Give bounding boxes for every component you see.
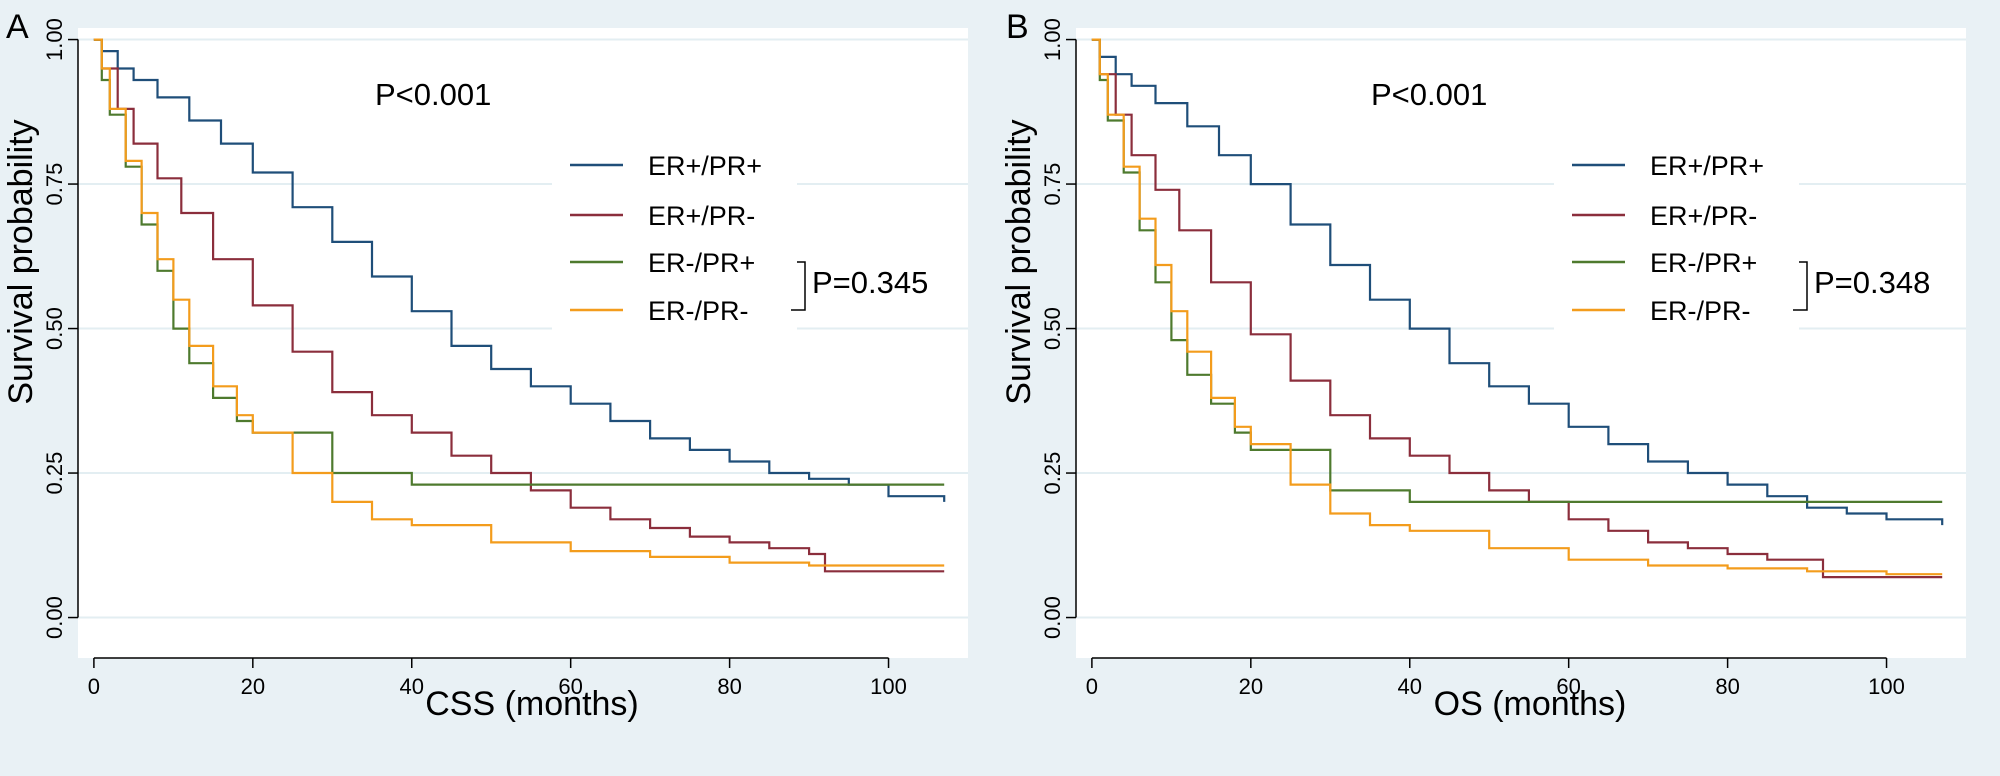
plot-area	[78, 28, 968, 658]
p-value-overall: P<0.001	[375, 77, 491, 112]
y-tick-label: 1.00	[1040, 18, 1065, 61]
legend-box	[552, 140, 797, 335]
legend-label: ER+/PR-	[1650, 201, 1757, 231]
y-tick-label: 0.25	[1040, 452, 1065, 495]
x-tick-label: 0	[1086, 674, 1098, 699]
legend-item: ER-/PR-	[570, 296, 749, 326]
legend-label: ER-/PR-	[648, 296, 749, 326]
legend-item: ER-/PR+	[570, 248, 755, 278]
series-line-er-pr-	[1091, 38, 1943, 579]
y-axis-title: Survival probability	[1000, 119, 1038, 404]
panel-letter: B	[1006, 8, 1029, 46]
y-tick-label: 0.75	[1040, 163, 1065, 206]
x-tick-label: 60	[558, 674, 582, 699]
y-tick-label: 0.50	[42, 307, 67, 350]
x-tick-label: 40	[400, 674, 424, 699]
x-tick-label: 100	[870, 674, 907, 699]
series-line-er-pr-	[1091, 38, 1944, 526]
p-value-pairwise: P=0.345	[812, 265, 928, 300]
legend-label: ER+/PR-	[648, 201, 755, 231]
series-line-er-pr-	[93, 38, 945, 567]
legend-item: ER+/PR-	[1572, 201, 1757, 231]
y-tick-label: 0.25	[42, 452, 67, 495]
y-tick-label: 1.00	[42, 18, 67, 61]
x-tick-label: 60	[1556, 674, 1580, 699]
p-value-bracket	[791, 261, 806, 311]
legend-item: ER+/PR+	[1572, 151, 1764, 181]
panel-letter: A	[6, 8, 29, 46]
y-axis-title: Survival probability	[2, 119, 40, 404]
x-axis-title: OS (months)	[1434, 685, 1627, 723]
plot-area	[1076, 28, 1966, 658]
y-tick-label: 0.00	[1040, 596, 1065, 639]
x-tick-label: 80	[1715, 674, 1739, 699]
x-tick-label: 20	[241, 674, 265, 699]
x-tick-label: 20	[1239, 674, 1263, 699]
x-tick-label: 40	[1398, 674, 1422, 699]
y-tick-label: 0.75	[42, 163, 67, 206]
legend-label: ER-/PR-	[1650, 296, 1751, 326]
p-value-overall: P<0.001	[1371, 77, 1487, 112]
p-value-pairwise: P=0.348	[1814, 265, 1930, 300]
legend-box	[1554, 140, 1799, 335]
legend-label: ER+/PR+	[1650, 151, 1764, 181]
p-value-bracket	[1793, 261, 1808, 311]
legend-item: ER+/PR+	[570, 151, 762, 181]
y-tick-label: 0.50	[1040, 307, 1065, 350]
legend-label: ER-/PR+	[1650, 248, 1757, 278]
series-line-er-pr-	[93, 38, 946, 502]
legend-label: ER-/PR+	[648, 248, 755, 278]
x-tick-label: 100	[1868, 674, 1905, 699]
legend-item: ER-/PR-	[1572, 296, 1751, 326]
x-axis-title: CSS (months)	[425, 685, 639, 723]
series-line-er-pr-	[1091, 38, 1943, 576]
legend-item: ER-/PR+	[1572, 248, 1757, 278]
series-line-er-pr-	[93, 38, 945, 573]
y-tick-label: 0.00	[42, 596, 67, 639]
legend-label: ER+/PR+	[648, 151, 762, 181]
legend-item: ER+/PR-	[570, 201, 755, 231]
chart-panel-b: 0.00 0.25 0.50 0.75 1.00 0 20 40 60 80 100 Survival…	[1000, 8, 1966, 723]
x-tick-label: 80	[717, 674, 741, 699]
x-tick-label: 0	[88, 674, 100, 699]
chart-panel-a: 0.00 0.25 0.50 0.75 1.00 0 20 40 60 80 100 Survival…	[2, 8, 968, 723]
